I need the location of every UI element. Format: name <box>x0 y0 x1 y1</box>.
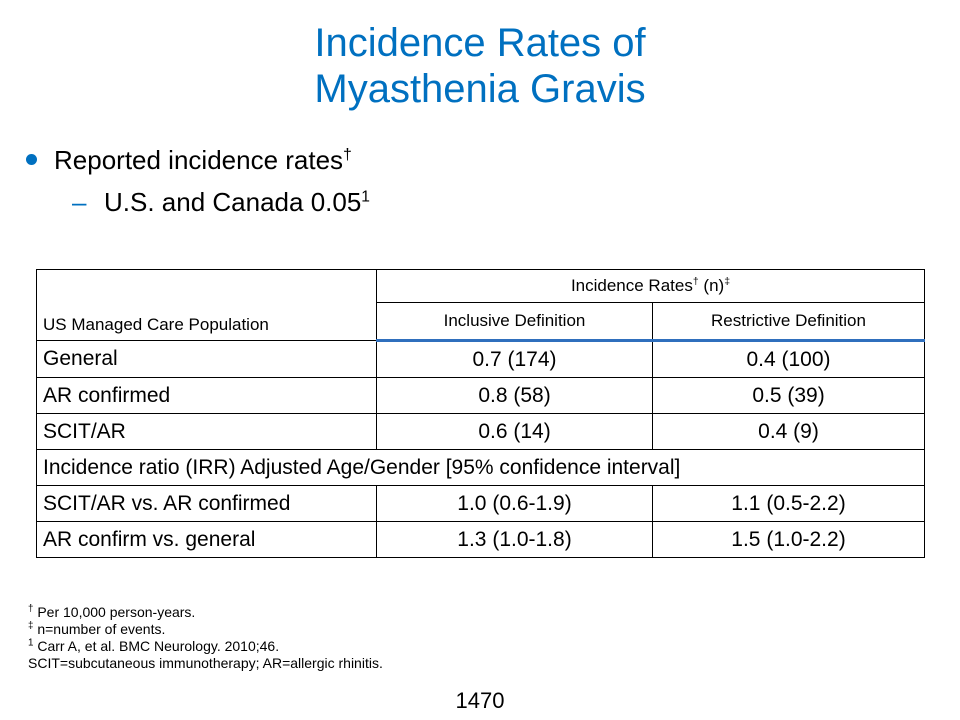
row-label: SCIT/AR vs. AR confirmed <box>36 485 377 522</box>
header-row-columns: Inclusive Definition Restrictive Definit… <box>37 302 925 342</box>
restrictive-value: 1.5 (1.0-2.2) <box>652 521 925 558</box>
bullet-sub-text: U.S. and Canada 0.05 <box>104 187 362 217</box>
title-line-2: Myasthenia Gravis <box>314 67 646 111</box>
table-row: AR confirm vs. general 1.3 (1.0-1.8) 1.5… <box>36 521 925 558</box>
footnotes: † Per 10,000 person-years. ‡ n=number of… <box>28 604 383 672</box>
row-label: AR confirm vs. general <box>36 521 377 558</box>
row-label: AR confirmed <box>36 377 377 414</box>
inclusive-value: 0.8 (58) <box>376 377 653 414</box>
footnote: ‡ n=number of events. <box>28 621 383 638</box>
restrictive-value: 0.5 (39) <box>652 377 925 414</box>
col-inclusive-header: Inclusive Definition <box>376 302 653 342</box>
group-header-sup-dagger: † <box>692 275 699 288</box>
inclusive-value: 0.6 (14) <box>376 413 653 450</box>
slide-title: Incidence Rates of Myasthenia Gravis <box>0 20 960 112</box>
table-row: General 0.7 (174) 0.4 (100) <box>36 340 925 378</box>
footnote-text: Carr A, et al. BMC Neurology. 2010;46. <box>33 638 280 654</box>
group-header: Incidence Rates† (n)‡ <box>376 269 925 303</box>
bullet-dot-icon <box>26 154 37 165</box>
bullet-dash: – <box>72 187 87 217</box>
table-row: SCIT/AR 0.6 (14) 0.4 (9) <box>36 413 925 450</box>
bullet-sub: – U.S. and Canada 0.051 <box>20 182 920 222</box>
footnote-text: SCIT=subcutaneous immunotherapy; AR=alle… <box>28 655 383 671</box>
population-header: US Managed Care Population <box>36 269 377 341</box>
page-number: 1470 <box>455 688 505 713</box>
bullet-main-sup: † <box>343 146 352 164</box>
group-header-mid: (n) <box>698 276 725 295</box>
restrictive-value: 0.4 (100) <box>652 340 925 378</box>
table-row: AR confirmed 0.8 (58) 0.5 (39) <box>36 377 925 414</box>
footnote: SCIT=subcutaneous immunotherapy; AR=alle… <box>28 655 383 672</box>
group-header-sup-ddagger: ‡ <box>724 275 731 288</box>
bullet-main-text: Reported incidence rates <box>54 145 344 175</box>
group-header-text: Incidence Rates <box>570 276 693 295</box>
incidence-table: US Managed Care Population Incidence Rat… <box>36 269 925 558</box>
table-row: SCIT/AR vs. AR confirmed 1.0 (0.6-1.9) 1… <box>36 485 925 522</box>
footnote-sup: † <box>28 603 34 615</box>
bullet-main: Reported incidence rates† <box>20 140 920 180</box>
bullet-list: Reported incidence rates† – U.S. and Can… <box>20 140 920 222</box>
footnote-text: n=number of events. <box>33 621 166 637</box>
col-restrictive-header: Restrictive Definition <box>652 302 925 342</box>
inclusive-value: 1.3 (1.0-1.8) <box>376 521 653 558</box>
row-label: General <box>36 340 377 378</box>
header-row-group: US Managed Care Population Incidence Rat… <box>36 269 925 341</box>
section-row: Incidence ratio (IRR) Adjusted Age/Gende… <box>36 449 925 486</box>
restrictive-value: 1.1 (0.5-2.2) <box>652 485 925 522</box>
footnote: 1 Carr A, et al. BMC Neurology. 2010;46. <box>28 638 383 655</box>
restrictive-value: 0.4 (9) <box>652 413 925 450</box>
row-label: SCIT/AR <box>36 413 377 450</box>
title-line-1: Incidence Rates of <box>314 21 646 65</box>
footnote-sup: ‡ <box>28 620 34 632</box>
inclusive-value: 0.7 (174) <box>376 340 653 378</box>
bullet-sub-sup: 1 <box>361 188 370 206</box>
footnote: † Per 10,000 person-years. <box>28 604 383 621</box>
footnote-sup: 1 <box>28 637 34 649</box>
inclusive-value: 1.0 (0.6-1.9) <box>376 485 653 522</box>
footnote-text: Per 10,000 person-years. <box>33 604 196 620</box>
section-label: Incidence ratio (IRR) Adjusted Age/Gende… <box>36 449 925 486</box>
